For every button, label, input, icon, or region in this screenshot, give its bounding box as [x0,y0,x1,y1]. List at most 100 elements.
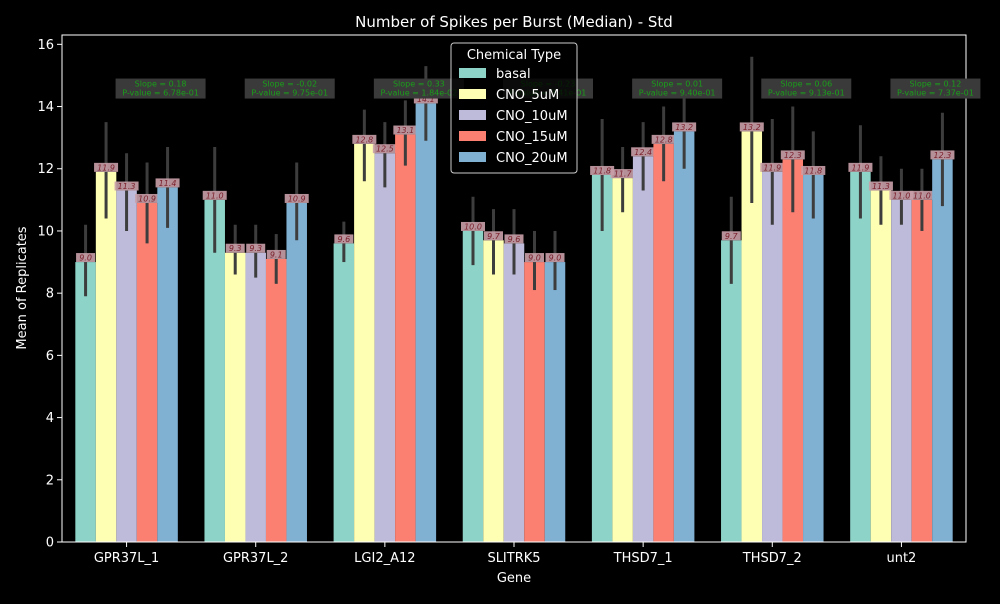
annotation-box [115,78,206,99]
y-tick-label: 14 [37,100,54,115]
data-label-box [352,134,377,144]
data-label: 9.0 [528,254,541,263]
legend-label-basal: basal [496,67,531,82]
data-label-box [94,162,119,172]
legend-label-CNO_20uM: CNO_20uM [496,151,568,166]
data-label: 11.7 [614,170,633,179]
legend-swatch-CNO_20uM [459,152,486,162]
x-tick-label: GPR37L_2 [223,551,289,566]
data-label: 13.2 [743,123,761,132]
annotation-slope: Slope = -0.02 [262,80,317,89]
y-axis-label: Mean of Replicates [15,226,30,349]
data-label: 10.9 [288,194,306,203]
bar-CNO_5uM-SLITRK5 [483,240,504,543]
data-label: 9.1 [270,250,283,259]
bar-CNO_10uM-GPR37L_1 [116,190,137,542]
bar-CNO_20uM-LGI2_A12 [415,103,437,543]
data-label-box [590,165,615,175]
data-label-box [114,181,139,191]
chart-title: Number of Spikes per Burst (Median) - St… [355,13,673,31]
data-label-box [484,231,503,241]
annotation-pvalue: P-value = 9.13e-01 [768,89,845,98]
data-label-box [545,253,565,263]
bar-basal-LGI2_A12 [333,243,355,542]
bar-CNO_5uM-THSD7_2 [741,131,763,542]
legend-swatch-CNO_15uM [459,131,486,141]
data-label-box [610,169,635,179]
data-label-box [631,147,656,157]
annotation-slope: Slope = 0.01 [651,80,703,89]
bar-CNO_15uM-THSD7_2 [782,159,804,542]
bar-CNO_15uM-SLITRK5 [524,262,545,542]
data-label: 11.3 [872,182,890,191]
data-label-box [525,253,544,263]
data-label-box [739,122,764,132]
y-tick-label: 12 [37,162,54,177]
legend-label-CNO_10uM: CNO_10uM [496,109,568,124]
annotation-pvalue: P-value = 9.40e-01 [639,89,716,98]
bar-CNO_20uM-SLITRK5 [544,262,566,542]
bar-CNO_10uM-THSD7_2 [762,171,783,543]
bar-CNO_10uM-SLITRK5 [503,243,525,542]
bar-CNO_5uM-THSD7_1 [612,178,633,542]
y-tick-label: 6 [46,349,54,364]
y-tick-label: 10 [37,224,54,239]
y-tick-label: 16 [37,38,54,53]
data-label: 12.8 [655,135,673,144]
data-label: 11.9 [852,163,870,172]
bar-CNO_5uM-GPR37L_1 [95,171,117,543]
annotation-box [373,78,464,99]
y-tick-label: 4 [46,411,54,426]
data-label: 12.8 [355,135,373,144]
data-label: 13.1 [396,126,414,135]
data-label-box [909,190,934,200]
data-label: 12.4 [634,148,652,157]
y-tick-label: 8 [46,287,54,302]
data-label: 11.8 [593,166,611,175]
bar-CNO_10uM-GPR37L_2 [245,252,266,543]
bar-CNO_5uM-LGI2_A12 [354,143,375,542]
data-label-box [801,165,826,175]
data-label-box [651,134,676,144]
bar-basal-THSD7_1 [591,174,613,542]
data-label: 9.6 [508,235,521,244]
data-label-box [461,221,485,231]
data-label-box [930,150,955,160]
bar-CNO_15uM-unt2 [911,199,933,542]
data-label: 12.3 [934,151,952,160]
data-label: 11.3 [118,182,136,191]
data-label-box [246,243,266,253]
x-tick-label: SLITRK5 [487,551,540,566]
data-label: 9.3 [229,244,242,253]
bar-basal-unt2 [850,171,871,543]
data-label-box [266,249,286,259]
data-label-box [780,150,805,160]
data-label-box [889,190,914,200]
data-label: 11.0 [913,191,931,200]
data-label-box [868,181,893,191]
data-label: 11.8 [804,166,822,175]
data-label-box [372,144,397,154]
annotation-pvalue: P-value = 6.78e-01 [122,89,199,98]
bar-CNO_20uM-GPR37L_1 [157,187,178,542]
bar-basal-GPR37L_2 [204,199,225,542]
bar-CNO_20uM-THSD7_2 [803,174,824,542]
annotation-slope: Slope = 0.06 [780,80,832,89]
y-tick-label: 2 [46,473,54,488]
x-tick-label: unt2 [886,551,916,566]
legend-label-CNO_5uM: CNO_5uM [496,88,559,103]
bar-CNO_15uM-GPR37L_1 [136,202,158,542]
data-label: 9.0 [79,254,92,263]
annotation-box [890,78,981,99]
y-tick-label: 0 [46,536,54,551]
legend-swatch-CNO_5uM [459,89,486,99]
data-label-box [672,122,697,132]
data-label-box [504,234,524,244]
annotation-slope: Slope = 0.12 [910,80,962,89]
data-label-box [760,162,785,172]
bar-basal-GPR37L_1 [75,262,96,542]
data-label-box [76,253,96,263]
data-label-box [202,190,227,200]
